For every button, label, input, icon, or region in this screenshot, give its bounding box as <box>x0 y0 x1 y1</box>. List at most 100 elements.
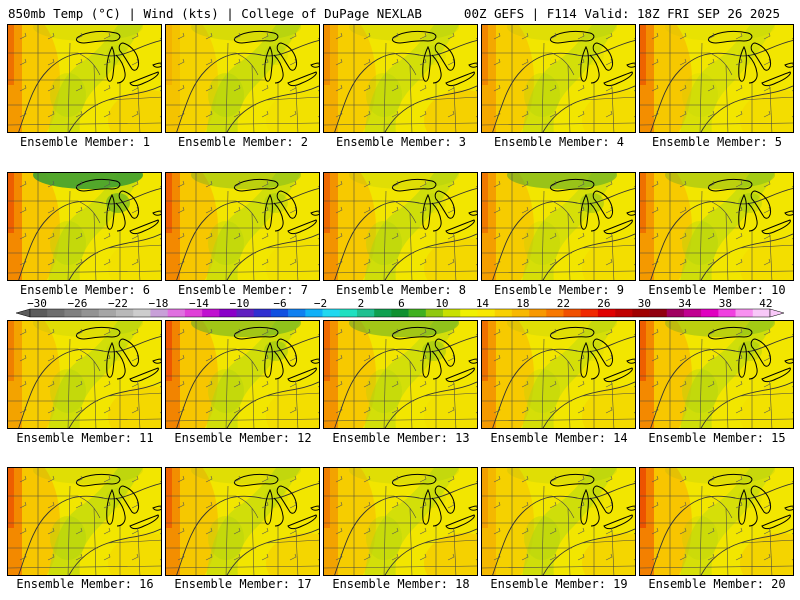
colorbar-swatch <box>167 309 186 317</box>
colorbar-swatch <box>47 309 65 317</box>
colorbar-tick-label: 18 <box>516 298 529 310</box>
ensemble-member-map <box>639 467 794 576</box>
colorbar-swatch <box>597 309 616 317</box>
colorbar-swatch <box>253 309 272 317</box>
ensemble-member-map <box>323 320 478 429</box>
colorbar-swatch <box>511 309 530 317</box>
colorbar-tick-label: 22 <box>557 298 570 310</box>
colorbar-swatch <box>184 309 203 317</box>
colorbar-tick-label: 6 <box>398 298 405 310</box>
ensemble-member-map <box>323 24 478 133</box>
ensemble-member-map <box>323 467 478 576</box>
temperature-field-map <box>482 25 635 132</box>
temperature-field-map <box>640 25 793 132</box>
temperature-field-map <box>8 468 161 575</box>
colorbar-tick-label: −14 <box>189 298 209 310</box>
ensemble-member-map <box>165 320 320 429</box>
colorbar-tick-label: −18 <box>149 298 169 310</box>
ensemble-member-label: Ensemble Member: 16 <box>16 577 154 591</box>
temperature-field-map <box>640 173 793 280</box>
ensemble-member-label: Ensemble Member: 11 <box>16 431 154 445</box>
colorbar-swatch <box>752 309 771 317</box>
temperature-field-map <box>166 25 319 132</box>
ensemble-member-map <box>165 24 320 133</box>
temperature-field-map <box>166 173 319 280</box>
colorbar-tick-label: −22 <box>108 298 128 310</box>
colorbar-swatch <box>305 309 323 317</box>
ensemble-member-label: Ensemble Member: 14 <box>490 431 628 445</box>
colorbar-swatch <box>374 309 392 317</box>
temperature-field-map <box>8 173 161 280</box>
ensemble-member-label: Ensemble Member: 12 <box>174 431 312 445</box>
ensemble-member-label: Ensemble Member: 15 <box>648 431 786 445</box>
colorbar-swatch <box>615 309 633 317</box>
colorbar-swatch <box>202 309 220 317</box>
temperature-field-map <box>166 321 319 428</box>
colorbar-tick-label: 10 <box>435 298 448 310</box>
temperature-colorbar: −30 −26 −22 −18 −14 −10 −6 −2 2 6 10 14 18 22 26 30 34 38… <box>14 297 786 322</box>
temperature-field-map <box>324 173 477 280</box>
temperature-field-map <box>8 25 161 132</box>
temperature-field-map <box>482 468 635 575</box>
ensemble-member-label: Ensemble Member: 13 <box>332 431 470 445</box>
colorbar-swatch <box>81 309 100 317</box>
colorbar-tick-label: 34 <box>678 298 692 310</box>
ensemble-member-label: Ensemble Member: 9 <box>493 283 625 297</box>
colorbar-swatch <box>236 309 255 317</box>
ensemble-member-label: Ensemble Member: 1 <box>19 135 151 149</box>
ensemble-member-label: Ensemble Member: 4 <box>493 135 625 149</box>
colorbar-swatch <box>529 309 547 317</box>
ensemble-member-label: Ensemble Member: 6 <box>19 283 151 297</box>
colorbar-swatch <box>288 309 306 317</box>
colorbar-tick-label: −2 <box>314 298 327 310</box>
colorbar-max-arrow <box>769 308 785 318</box>
ensemble-member-map <box>481 467 636 576</box>
temperature-field-map <box>8 321 161 428</box>
colorbar-min-arrow <box>15 308 31 318</box>
colorbar-swatch <box>356 309 375 317</box>
ensemble-member-label: Ensemble Member: 19 <box>490 577 628 591</box>
colorbar-tick-label: 26 <box>597 298 610 310</box>
colorbar-tick-label: 14 <box>476 298 490 310</box>
ensemble-member-label: Ensemble Member: 2 <box>177 135 309 149</box>
colorbar-swatch <box>460 309 478 317</box>
colorbar-tick-label: −6 <box>273 298 286 310</box>
ensemble-member-map <box>481 172 636 281</box>
map-title: 850mb Temp (°C) | Wind (kts) | College o… <box>8 6 422 21</box>
colorbar-graphic: −30 −26 −22 −18 −14 −10 −6 −2 2 6 10 14 18 22 26 30 34 38… <box>15 297 785 318</box>
ensemble-member-map <box>7 320 162 429</box>
ensemble-member-map <box>323 172 478 281</box>
colorbar-swatch <box>219 309 237 317</box>
ensemble-member-map <box>7 172 162 281</box>
ensemble-member-label: Ensemble Member: 3 <box>335 135 467 149</box>
temperature-field-map <box>482 173 635 280</box>
temperature-field-map <box>640 468 793 575</box>
temperature-field-map <box>324 25 477 132</box>
colorbar-swatch <box>322 309 341 317</box>
ensemble-member-map <box>481 24 636 133</box>
colorbar-swatch <box>649 309 668 317</box>
colorbar-swatch <box>563 309 581 317</box>
ensemble-member-map <box>639 320 794 429</box>
colorbar-swatch <box>270 309 289 317</box>
temperature-field-map <box>482 321 635 428</box>
temperature-field-map <box>640 321 793 428</box>
colorbar-tick-label: −10 <box>230 298 250 310</box>
colorbar-tick-label: 2 <box>358 298 365 310</box>
ensemble-member-map <box>639 172 794 281</box>
colorbar-swatch <box>494 309 513 317</box>
valid-time-title: 00Z GEFS | F114 Valid: 18Z FRI SEP 26 20… <box>463 6 780 21</box>
colorbar-tick-label: 38 <box>719 298 732 310</box>
ensemble-member-label: Ensemble Member: 10 <box>648 283 786 297</box>
ensemble-member-label: Ensemble Member: 8 <box>335 283 467 297</box>
colorbar-swatch <box>339 309 358 317</box>
colorbar-swatch <box>408 309 427 317</box>
colorbar-swatch <box>735 309 754 317</box>
colorbar-swatch <box>64 309 82 317</box>
temperature-field-map <box>324 468 477 575</box>
colorbar-tick-label: −30 <box>27 298 47 310</box>
temperature-field-map <box>324 321 477 428</box>
colorbar-swatch <box>666 309 685 317</box>
ensemble-member-map <box>7 24 162 133</box>
colorbar-tick-label: −26 <box>68 298 88 310</box>
